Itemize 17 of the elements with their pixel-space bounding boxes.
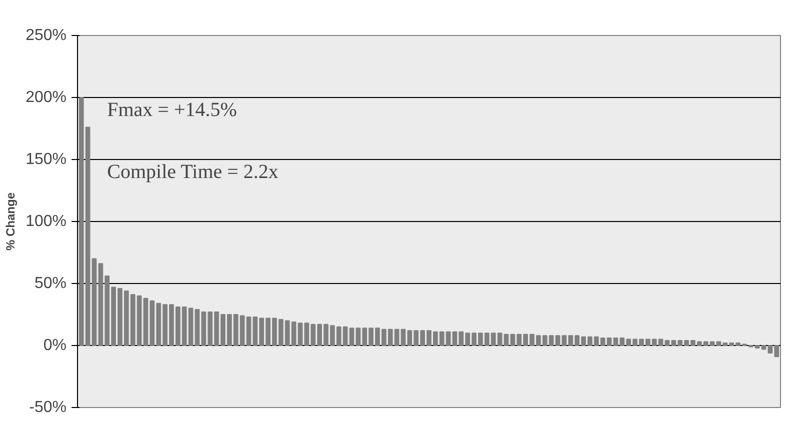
- bar: [298, 322, 303, 346]
- y-tick-label: 50%: [34, 275, 67, 292]
- y-tick-label: 200%: [26, 89, 66, 106]
- bar: [400, 328, 406, 346]
- bar: [555, 335, 560, 346]
- bar: [246, 316, 252, 346]
- y-tick-label: -50%: [29, 399, 67, 416]
- bar: [349, 328, 354, 346]
- y-tick-label: 0%: [43, 337, 66, 354]
- y-tick-label: 100%: [26, 213, 66, 230]
- bar: [504, 334, 509, 346]
- bar: [452, 331, 458, 346]
- y-axis-title: % Change: [4, 192, 18, 251]
- y-tick-label: 150%: [26, 151, 66, 168]
- annotation: Fmax = +14.5%: [107, 98, 237, 121]
- y-tick-label: 250%: [26, 27, 66, 44]
- annotation: Compile Time = 2.2x: [107, 160, 278, 183]
